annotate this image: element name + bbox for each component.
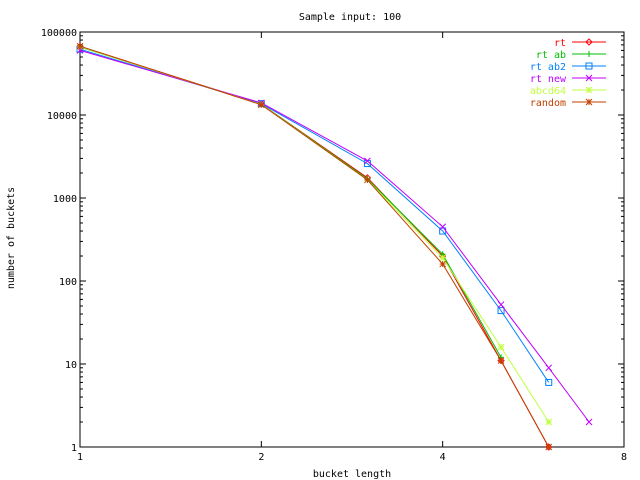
legend-label: rt ab [536,50,566,61]
point-marker [497,301,505,308]
legend-label: abcd64 [530,86,566,97]
series-line [79,46,502,358]
series-layer [76,42,593,451]
point-marker [585,74,593,82]
point-marker [364,176,371,184]
legend-label: rt [554,38,566,49]
point-marker [585,86,593,94]
legend-marker [586,51,592,57]
chart-title: Sample input: 100 [299,12,401,23]
point-marker [585,62,593,70]
series-line [79,46,550,423]
point-marker [364,157,371,165]
legend-marker [585,98,593,106]
axis-ticks: 1 10 100 1000 10000 100000 1 2 4 8 [41,28,627,463]
y-tick-label: 10000 [47,111,77,122]
series-rt-ab [77,43,505,361]
x-tick-label: 1 [77,452,83,463]
point-marker [497,343,505,351]
point-marker [497,357,505,364]
legend-label: rt ab2 [530,62,566,73]
y-axis-label: number of buckets [6,187,17,289]
point-marker [439,254,447,262]
point-marker [439,223,447,231]
legend-marker [585,74,593,82]
legend-marker [585,38,593,46]
series-line [79,45,550,448]
series-line [79,45,550,448]
legend-label: random [530,98,566,109]
y-tick-label: 10 [65,360,77,371]
legend-marker [585,86,593,94]
point-marker [545,378,553,386]
y-tick-label: 1 [71,443,77,454]
point-marker [497,307,505,315]
point-marker [585,38,593,46]
y-tick-label: 1000 [53,194,77,205]
x-tick-label: 4 [440,452,446,463]
series-rt-ab2 [76,45,553,386]
point-marker [76,42,84,50]
plot-frame [79,31,625,448]
point-marker [586,51,592,57]
x-tick-label: 2 [258,452,264,463]
x-tick-label: 8 [621,452,627,463]
legend-label: rt new [530,74,567,85]
point-marker [545,364,553,372]
point-marker [585,98,593,106]
point-marker [257,101,265,109]
y-tick-label: 100000 [41,28,77,39]
legend-marker [585,62,593,70]
y-tick-label: 100 [59,277,77,288]
series-abcd64 [76,43,553,426]
series-rt [76,42,553,451]
point-marker [545,418,553,426]
series-random [76,42,553,451]
point-marker [439,260,447,268]
point-marker [585,418,593,426]
x-axis-label: bucket length [313,469,391,480]
series-line [79,48,550,383]
point-marker [545,443,553,451]
